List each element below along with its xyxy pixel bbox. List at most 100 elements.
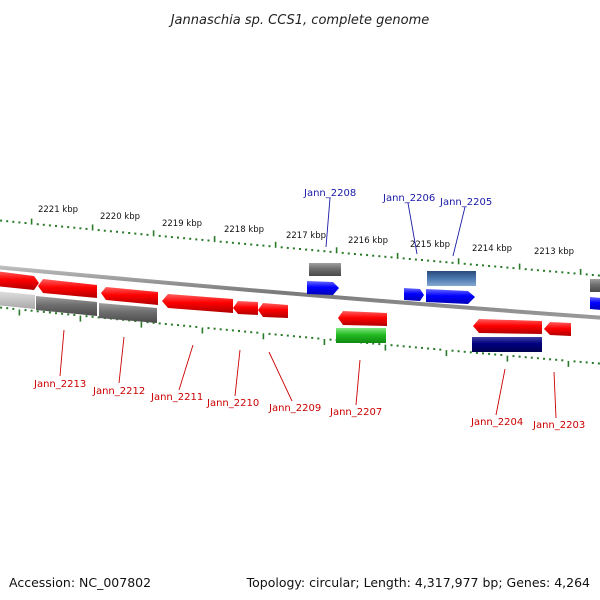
minor-tick xyxy=(475,263,478,266)
minor-tick xyxy=(61,312,64,315)
minor-tick xyxy=(463,262,466,265)
minor-tick xyxy=(146,233,149,236)
gene-feature[interactable] xyxy=(472,337,542,352)
minor-tick xyxy=(561,359,564,362)
minor-tick xyxy=(378,255,381,258)
gene-label-jann-2211[interactable]: Jann_2211 xyxy=(150,392,203,403)
gene-label-jann-2209[interactable]: Jann_2209 xyxy=(268,403,321,414)
minor-tick xyxy=(530,356,533,359)
minor-tick xyxy=(67,313,70,316)
gene-label-jann-2212[interactable]: Jann_2212 xyxy=(92,386,145,397)
minor-tick xyxy=(79,227,82,230)
minor-tick xyxy=(585,361,588,364)
gene-feature[interactable] xyxy=(309,263,341,276)
minor-tick xyxy=(378,343,381,346)
minor-tick xyxy=(195,238,198,241)
minor-tick xyxy=(85,227,88,230)
minor-tick xyxy=(128,232,131,234)
gene-feature[interactable] xyxy=(162,294,233,313)
minor-tick xyxy=(183,237,186,240)
minor-tick xyxy=(134,232,137,235)
gene-feature[interactable] xyxy=(473,319,542,334)
minor-tick xyxy=(585,273,588,276)
minor-tick xyxy=(238,242,240,245)
gene-feature[interactable] xyxy=(233,301,258,315)
bottom-gene-labels: Jann_2213 Jann_2212 Jann_2211 Jann_2210 … xyxy=(33,379,585,431)
minor-tick xyxy=(299,248,301,250)
minor-tick xyxy=(402,345,405,348)
minor-tick xyxy=(579,360,582,363)
gene-feature[interactable] xyxy=(426,289,475,304)
gene-feature[interactable] xyxy=(36,296,97,316)
minor-tick xyxy=(353,253,356,255)
gene-feature[interactable] xyxy=(307,281,339,295)
minor-tick xyxy=(109,230,112,233)
gene-label-jann-2205[interactable]: Jann_2205 xyxy=(439,197,492,208)
minor-tick xyxy=(555,270,558,273)
minor-tick xyxy=(280,334,283,336)
minor-tick xyxy=(225,328,228,331)
gene-feature[interactable] xyxy=(38,279,97,298)
gene-label-jann-2203[interactable]: Jann_2203 xyxy=(532,420,585,431)
minor-tick xyxy=(24,222,27,224)
gene-feature[interactable] xyxy=(590,279,600,292)
minor-tick xyxy=(219,240,222,243)
major-tick xyxy=(30,218,33,225)
major-tick xyxy=(79,315,82,322)
genome-summary-text: Topology: circular; Length: 4,317,977 bp… xyxy=(246,575,590,590)
minor-tick xyxy=(91,315,94,318)
gene-feature[interactable] xyxy=(338,311,387,326)
gene-feature[interactable] xyxy=(0,291,35,309)
bottom-strand-features xyxy=(0,271,571,352)
minor-tick xyxy=(384,255,387,258)
minor-tick xyxy=(36,310,39,313)
gene-feature[interactable] xyxy=(258,303,288,318)
gene-feature[interactable] xyxy=(0,271,39,290)
gene-label-jann-2207[interactable]: Jann_2207 xyxy=(329,407,382,418)
gene-feature[interactable] xyxy=(101,287,158,305)
gene-feature[interactable] xyxy=(427,271,476,286)
minor-tick xyxy=(231,241,234,244)
major-tick xyxy=(152,230,155,237)
major-tick xyxy=(91,224,94,231)
gene-feature[interactable] xyxy=(336,328,386,343)
minor-tick xyxy=(189,325,192,328)
minor-tick xyxy=(256,331,259,334)
minor-tick xyxy=(427,347,430,350)
major-tick xyxy=(323,339,326,345)
minor-tick xyxy=(390,256,393,259)
minor-tick xyxy=(524,356,527,359)
minor-tick xyxy=(292,247,295,250)
major-tick xyxy=(567,360,570,367)
gene-label-jann-2204[interactable]: Jann_2204 xyxy=(470,417,523,428)
minor-tick xyxy=(274,333,277,336)
gene-feature[interactable] xyxy=(590,297,600,310)
minor-tick xyxy=(488,265,491,267)
minor-tick xyxy=(268,332,271,335)
major-tick xyxy=(18,309,21,316)
minor-tick xyxy=(323,250,326,253)
major-tick xyxy=(140,321,143,328)
gene-label-jann-2206[interactable]: Jann_2206 xyxy=(382,193,435,204)
major-tick xyxy=(213,236,216,243)
gene-feature[interactable] xyxy=(404,288,424,301)
minor-tick xyxy=(347,252,350,255)
minor-tick xyxy=(116,230,118,233)
gene-label-jann-2208[interactable]: Jann_2208 xyxy=(303,188,356,199)
upper-dotted-ring xyxy=(0,218,600,277)
gene-label-jann-2213[interactable]: Jann_2213 xyxy=(33,379,86,390)
gene-label-jann-2210[interactable]: Jann_2210 xyxy=(206,398,259,409)
gene-feature[interactable] xyxy=(99,303,157,323)
gene-feature[interactable] xyxy=(544,322,571,336)
minor-tick xyxy=(164,323,167,325)
minor-tick xyxy=(201,238,204,241)
minor-tick xyxy=(402,257,405,260)
major-tick xyxy=(396,252,399,259)
minor-tick xyxy=(536,357,539,360)
minor-tick xyxy=(286,246,289,249)
minor-tick xyxy=(433,260,436,263)
kbp-label: 2215 kbp xyxy=(410,240,450,250)
minor-tick xyxy=(329,250,332,253)
minor-tick xyxy=(543,269,545,272)
kbp-label: 2221 kbp xyxy=(38,205,78,215)
